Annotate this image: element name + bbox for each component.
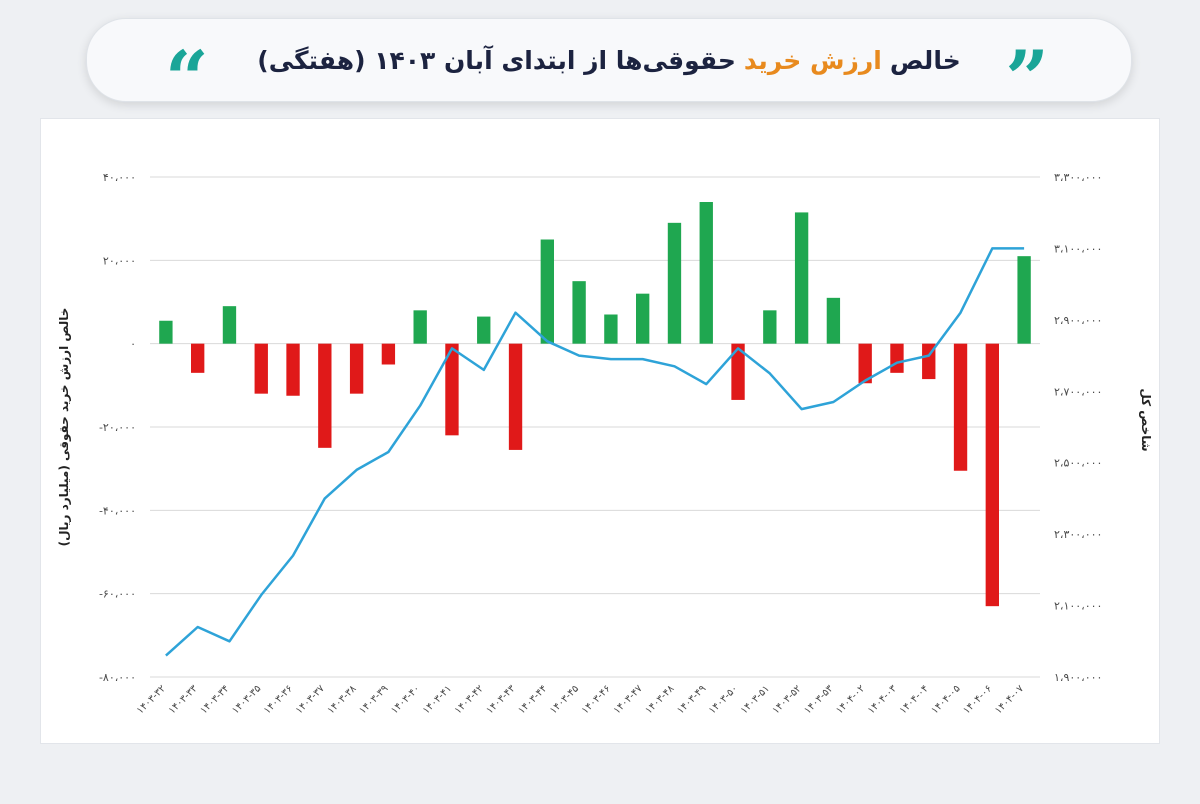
bar [731, 343, 745, 400]
bar [540, 239, 554, 344]
title-accent: ارزش خرید [743, 45, 882, 75]
left-axis-tick-label: ۴۰،۰۰۰ [103, 171, 136, 184]
bar [222, 306, 237, 344]
bar [636, 293, 650, 344]
bar [477, 316, 491, 344]
bar [349, 343, 364, 394]
x-axis-tick-label: ۱۴۰۳-۳۷ [294, 683, 328, 717]
bar [381, 343, 396, 365]
x-axis-tick-label: ۱۴۰۳-۴۷ [612, 683, 646, 717]
right-axis-tick-label: ۲،۵۰۰،۰۰۰ [1054, 457, 1102, 470]
left-axis-tick-label: ۲۰،۰۰۰ [103, 254, 136, 267]
right-axis-tick-label: ۳،۳۰۰،۰۰۰ [1054, 171, 1102, 184]
x-axis-tick-label: ۱۴۰۳-۵۰ [707, 683, 740, 716]
x-axis-tick-label: ۱۴۰۳-۳۹ [357, 683, 390, 716]
x-axis-tick-label: ۱۴۰۳-۴۵ [548, 683, 581, 716]
left-axis-title: خالص ارزش خرید حقوقی (میلیارد ریال) [57, 308, 72, 547]
bar [667, 222, 682, 344]
title-banner: “ خالص ارزش خرید حقوقی‌ها از ابتدای آبان… [86, 18, 1132, 102]
left-axis-tick-label: -۸۰،۰۰۰ [99, 671, 136, 684]
chart-title: خالص ارزش خرید حقوقی‌ها از ابتدای آبان ۱… [87, 19, 1131, 101]
x-axis-tick-label: ۱۴۰۴-۰۴ [898, 683, 931, 716]
left-axis-tick-label: -۶۰،۰۰۰ [99, 588, 136, 601]
bar [508, 343, 523, 450]
bar [318, 343, 332, 448]
bar [572, 281, 586, 344]
bar [699, 202, 713, 344]
right-axis-tick-label: ۱،۹۰۰،۰۰۰ [1054, 671, 1102, 684]
x-axis-tick-label: ۱۴۰۳-۵۱ [739, 683, 772, 716]
bar [890, 343, 904, 373]
x-axis-tick-label: ۱۴۰۴-۰۶ [961, 683, 994, 716]
bar [286, 343, 300, 396]
bar [254, 343, 268, 394]
open-quote-icon: “ [165, 41, 209, 91]
right-axis-tick-label: ۳،۱۰۰،۰۰۰ [1054, 242, 1102, 255]
x-axis-tick-label: ۱۴۰۳-۳۵ [230, 683, 263, 716]
x-axis-tick-label: ۱۴۰۳-۴۰ [389, 683, 422, 716]
x-axis-tick-label: ۱۴۰۳-۴۳ [485, 683, 519, 717]
title-after: حقوقی‌ها از ابتدای آبان ۱۴۰۳ (هفتگی) [257, 45, 736, 75]
right-axis-tick-label: ۲،۳۰۰،۰۰۰ [1054, 528, 1102, 541]
bar [413, 310, 427, 344]
bar [763, 310, 777, 344]
x-axis-tick-label: ۱۴۰۳-۴۹ [675, 683, 708, 716]
left-axis-tick-label: ۰ [130, 338, 136, 351]
x-axis-tick-label: ۱۴۰۳-۳۴ [198, 683, 231, 716]
x-axis-tick-label: ۱۴۰۳-۳۸ [326, 683, 360, 717]
right-axis-title: شاخص کل [1139, 388, 1153, 451]
right-axis-tick-label: ۲،۱۰۰،۰۰۰ [1054, 600, 1102, 613]
x-axis-tick-label: ۱۴۰۳-۵۲ [771, 683, 804, 716]
bar [953, 343, 968, 471]
x-axis-tick-label: ۱۴۰۴-۰۷ [993, 683, 1027, 717]
index-line [165, 247, 1025, 657]
title-before: خالص [889, 45, 961, 75]
left-axis-tick-label: -۲۰،۰۰۰ [99, 421, 136, 434]
bar [826, 297, 841, 344]
bar [445, 343, 459, 436]
x-axis-tick-label: ۱۴۰۳-۳۳ [167, 683, 201, 717]
right-axis-tick-label: ۲،۹۰۰،۰۰۰ [1054, 314, 1102, 327]
bar [794, 212, 809, 344]
x-axis-tick-label: ۱۴۰۳-۵۳ [802, 683, 836, 717]
x-axis-tick-label: ۱۴۰۳-۴۴ [516, 683, 549, 716]
bar [604, 314, 618, 344]
x-axis-tick-label: ۱۴۰۴-۰۳ [866, 683, 900, 717]
close-quote-icon: ” [1005, 41, 1049, 91]
bar [1017, 256, 1031, 344]
x-axis-tick-label: ۱۴۰۳-۴۶ [580, 683, 613, 716]
x-axis-tick-label: ۱۴۰۳-۴۲ [453, 683, 486, 716]
bar [159, 320, 173, 344]
bar [985, 343, 999, 607]
bar [858, 343, 872, 384]
x-axis-tick-label: ۱۴۰۳-۴۱ [421, 683, 454, 716]
x-axis-tick-label: ۱۴۰۳-۳۲ [135, 683, 168, 716]
x-axis-tick-label: ۱۴۰۳-۳۶ [262, 683, 295, 716]
x-axis-tick-label: ۱۴۰۴-۰۲ [834, 683, 867, 716]
x-axis-tick-label: ۱۴۰۴-۰۵ [930, 683, 963, 716]
x-axis-tick-label: ۱۴۰۳-۴۸ [643, 683, 677, 717]
right-axis-tick-label: ۲،۷۰۰،۰۰۰ [1054, 385, 1102, 398]
bar [191, 343, 205, 373]
left-axis-tick-label: -۴۰،۰۰۰ [99, 504, 136, 517]
